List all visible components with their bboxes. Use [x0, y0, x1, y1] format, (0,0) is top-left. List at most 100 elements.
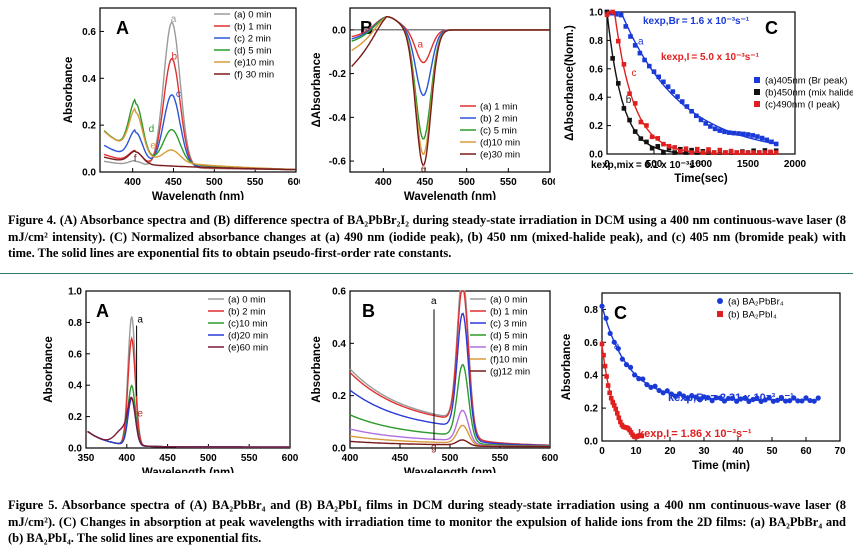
x-axis-title: Time(sec): [674, 173, 728, 185]
figure4-panel-B: 400 450 500 550 600 0.0 -0.2 -0.4 -0.6 Wavelength…: [300, 0, 559, 203]
data-point: [628, 430, 634, 435]
x-tick-label: 550: [492, 453, 509, 464]
y-tick-label: 0.0: [68, 444, 82, 455]
data-point: [614, 11, 619, 17]
data-point: [615, 38, 621, 44]
data-point: [611, 403, 617, 408]
k-symbol: kexp,Br: [668, 392, 709, 404]
curve-label: f: [134, 153, 137, 164]
data-point: [681, 393, 687, 399]
x-tick-label: 600: [282, 453, 299, 464]
x-tick-label: 550: [500, 177, 517, 188]
data-point: [698, 117, 704, 123]
legend-entry: (e)30 min: [480, 150, 520, 161]
curve-label: c: [631, 68, 636, 79]
x-tick-label: 450: [165, 177, 182, 188]
legend-entry: (g)12 min: [490, 367, 530, 378]
figure5-chart-C: 0 10 20 30 40 50 60 70 0.0 0.2 0.4 0.6 0.8 Time (min)…: [561, 292, 846, 472]
data-point: [693, 394, 699, 400]
y-tick-label: -0.2: [329, 69, 347, 80]
figure5-chart-A: 350 400 450 500 550 600 0.0 0.2 0.4 0.6 0.8 1.0 Wave…: [43, 287, 299, 480]
data-point: [599, 303, 605, 309]
y-tick-label: 0.0: [332, 25, 346, 36]
data-point: [689, 150, 694, 155]
spectrum-line: [103, 150, 296, 171]
data-point: [683, 150, 689, 155]
x-tick-label: 600: [542, 453, 559, 464]
curve-label: b: [172, 52, 178, 63]
data-point: [683, 146, 689, 152]
y-tick-label: 0.2: [82, 121, 96, 132]
data-point: [672, 150, 677, 155]
panel-label: A: [116, 18, 129, 38]
data-point: [762, 397, 768, 403]
x-tick-label: 500: [200, 453, 217, 464]
k-br-label: kexp,Br = 1.6 x 10⁻³s⁻¹: [643, 16, 750, 27]
data-point: [700, 150, 706, 155]
data-point: [632, 101, 638, 106]
data-point: [787, 398, 793, 404]
data-point: [756, 150, 762, 155]
data-point: [717, 128, 723, 133]
y-tick-label: 0.4: [584, 371, 598, 382]
data-point: [618, 12, 624, 18]
x-axis-title: Wavelength (nm): [404, 191, 496, 200]
data-point: [684, 104, 690, 109]
y-tick-label: 0.4: [82, 74, 96, 85]
legend-marker: [754, 77, 760, 83]
data-point: [741, 131, 746, 137]
data-point: [615, 81, 621, 86]
data-point: [632, 372, 638, 378]
data-point: [648, 384, 654, 390]
data-point: [627, 364, 634, 370]
data-point: [807, 397, 813, 404]
data-point: [745, 150, 751, 155]
curve-label: b: [626, 95, 632, 106]
data-point: [644, 139, 649, 145]
data-point: [607, 390, 612, 396]
legend-entry: (d)20 min: [228, 331, 268, 342]
data-point: [689, 147, 694, 153]
data-point: [711, 150, 717, 155]
legend-entry: (a)405nm (Br peak): [765, 76, 847, 87]
data-point: [661, 141, 666, 147]
legend-entry: (c) 5 min: [480, 126, 517, 137]
data-point: [647, 63, 652, 69]
spectrum-line: [349, 439, 550, 448]
curve-label: a: [137, 314, 143, 325]
x-axis-title: Time (min): [692, 460, 750, 472]
data-point: [770, 398, 776, 404]
x-tick-label: 60: [800, 446, 812, 457]
data-point: [738, 396, 744, 402]
data-point: [615, 410, 620, 416]
y-tick-label: 0.8: [589, 36, 603, 47]
legend-entry: (d) 5 min: [490, 331, 527, 342]
data-point: [644, 123, 649, 128]
figure5-panel-B: 400 450 500 550 600 0.0 0.2 0.4 0.6 Wavelength (n…: [300, 283, 560, 480]
x-tick-label: 550: [241, 453, 258, 464]
data-point: [602, 363, 608, 369]
figure4-chart-A: 400 450 500 550 600 0.0 0.2 0.4 0.6 Wavelength (n…: [63, 7, 305, 203]
data-point: [649, 145, 655, 151]
data-point: [768, 149, 773, 155]
x-tick-label: 500: [442, 453, 459, 464]
x-tick-label: 550: [247, 177, 264, 188]
curve-label: c: [176, 89, 181, 100]
data-point: [611, 339, 617, 345]
figure5-caption: Figure 5. Absorbance spectra of (A) BA₂P…: [8, 497, 846, 547]
data-point: [717, 147, 723, 153]
curve-label: a: [614, 341, 620, 352]
data-point: [701, 394, 707, 400]
y-tick-label: 0.0: [589, 150, 603, 161]
data-point: [601, 352, 606, 358]
y-axis-title: Absorbance: [43, 336, 55, 402]
data-point: [725, 395, 732, 402]
k-symbol: kexp,mix: [591, 160, 634, 171]
k-value: = 1.6 x 10⁻³s⁻¹: [682, 16, 750, 27]
data-point: [706, 147, 711, 152]
data-point: [627, 117, 632, 123]
data-point: [666, 143, 672, 149]
data-point: [721, 398, 727, 404]
y-tick-label: 0.4: [68, 381, 82, 392]
data-point: [689, 392, 695, 399]
